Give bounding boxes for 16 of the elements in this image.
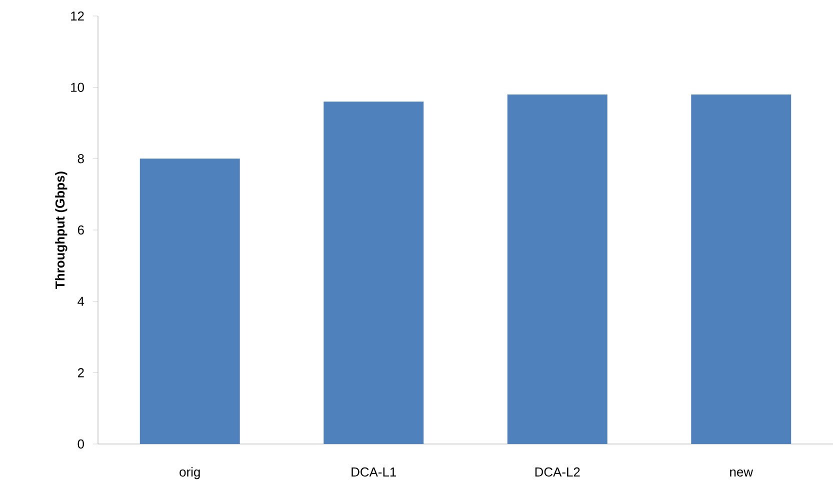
y-tick-label: 6: [78, 225, 84, 235]
y-tick-label: 2: [78, 368, 84, 378]
y-tick-label: 0: [78, 439, 84, 449]
x-tick-label: new: [730, 469, 754, 477]
bar: [324, 102, 424, 444]
y-axis-title: Throughput (Gbps): [55, 172, 68, 289]
bar: [507, 94, 608, 444]
x-tick-label: DCA-L1: [352, 467, 396, 477]
y-tick-label: 4: [78, 296, 84, 306]
x-tick-label: DCA-L2: [535, 467, 580, 477]
x-tick-label: orig: [180, 467, 200, 480]
y-tick-label: 10: [71, 82, 84, 92]
y-tick-label: 12: [71, 11, 84, 21]
bar: [691, 94, 792, 444]
y-tick-label: 8: [78, 154, 84, 164]
bar: [140, 158, 240, 444]
